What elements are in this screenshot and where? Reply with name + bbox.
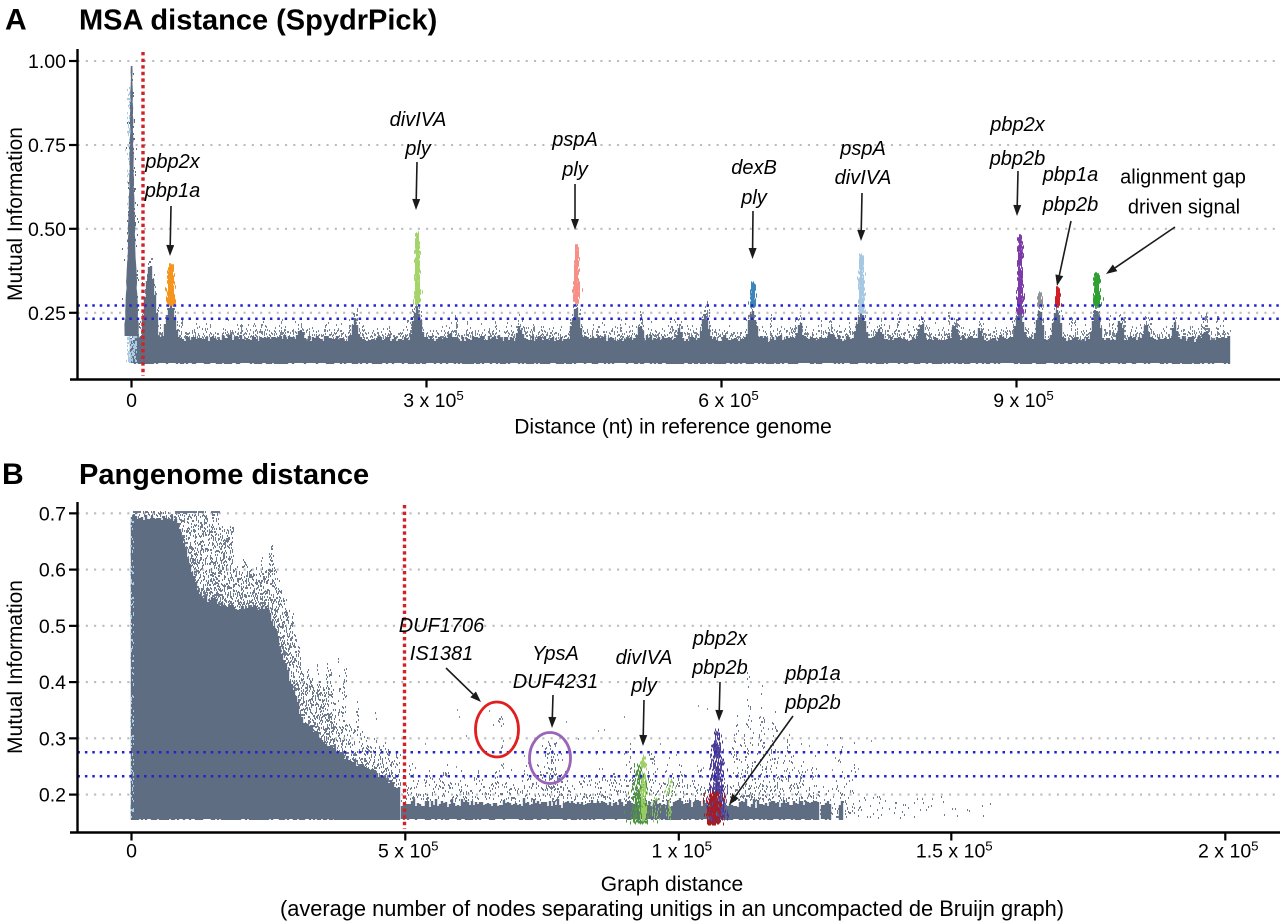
svg-text:0.50: 0.50 <box>28 219 66 241</box>
svg-text:ply: ply <box>630 675 658 697</box>
svg-text:1.5 x 105: 1.5 x 105 <box>916 839 993 863</box>
svg-text:0.3: 0.3 <box>39 728 66 750</box>
svg-text:0.4: 0.4 <box>39 672 66 694</box>
svg-text:1 x 105: 1 x 105 <box>652 839 713 863</box>
svg-text:1.00: 1.00 <box>28 51 66 73</box>
svg-text:B: B <box>2 458 24 491</box>
svg-text:A: A <box>5 4 27 37</box>
svg-text:9 x 105: 9 x 105 <box>993 388 1054 412</box>
svg-text:divIVA: divIVA <box>835 167 892 189</box>
svg-text:alignment gap: alignment gap <box>1120 167 1246 189</box>
svg-text:2 x 105: 2 x 105 <box>1198 839 1259 863</box>
svg-text:0.75: 0.75 <box>28 135 66 157</box>
svg-text:DUF4231: DUF4231 <box>513 671 599 693</box>
svg-text:6 x 105: 6 x 105 <box>698 388 759 412</box>
svg-text:divIVA: divIVA <box>616 647 673 669</box>
svg-text:pbp2b: pbp2b <box>691 657 748 679</box>
svg-text:IS1381: IS1381 <box>410 643 473 665</box>
svg-text:pbp1a: pbp1a <box>144 180 201 202</box>
svg-text:pbp2b: pbp2b <box>784 692 841 714</box>
svg-text:5 x 105: 5 x 105 <box>378 839 439 863</box>
svg-text:pbp2x: pbp2x <box>144 151 200 173</box>
svg-text:ply: ply <box>740 187 768 209</box>
svg-text:pbp1a: pbp1a <box>1042 164 1099 186</box>
svg-text:pbp2x: pbp2x <box>692 628 748 650</box>
svg-text:divIVA: divIVA <box>390 109 447 131</box>
svg-text:DUF1706: DUF1706 <box>399 615 485 637</box>
svg-text:3 x 105: 3 x 105 <box>403 388 464 412</box>
svg-text:Mutual Information: Mutual Information <box>4 127 27 301</box>
svg-text:0: 0 <box>126 390 137 412</box>
svg-text:Graph distance: Graph distance <box>601 873 743 896</box>
svg-text:0.7: 0.7 <box>39 503 66 525</box>
svg-text:ply: ply <box>404 138 432 160</box>
svg-text:0.6: 0.6 <box>39 560 66 582</box>
svg-text:0: 0 <box>126 841 137 863</box>
svg-text:pbp2x: pbp2x <box>989 114 1045 136</box>
svg-text:pbp2b: pbp2b <box>989 148 1046 170</box>
svg-text:0.2: 0.2 <box>39 785 66 807</box>
svg-text:dexB: dexB <box>731 157 777 179</box>
svg-text:Distance (nt) in reference gen: Distance (nt) in reference genome <box>514 416 832 439</box>
svg-text:Mutual Information: Mutual Information <box>4 580 27 754</box>
svg-text:MSA distance (SpydrPick): MSA distance (SpydrPick) <box>79 5 437 37</box>
svg-text:0.25: 0.25 <box>28 303 66 325</box>
svg-text:pbp1a: pbp1a <box>784 663 841 685</box>
svg-text:0.5: 0.5 <box>39 616 66 638</box>
svg-text:pbp2b: pbp2b <box>1042 194 1099 216</box>
svg-text:pspA: pspA <box>839 138 886 160</box>
svg-text:driven signal: driven signal <box>1128 197 1240 219</box>
svg-text:Pangenome distance: Pangenome distance <box>79 459 369 491</box>
svg-text:ply: ply <box>561 159 589 181</box>
svg-text:YpsA: YpsA <box>532 643 579 665</box>
svg-text:pspA: pspA <box>551 129 598 151</box>
svg-text:(average number of nodes separ: (average number of nodes separating unit… <box>280 896 1064 921</box>
